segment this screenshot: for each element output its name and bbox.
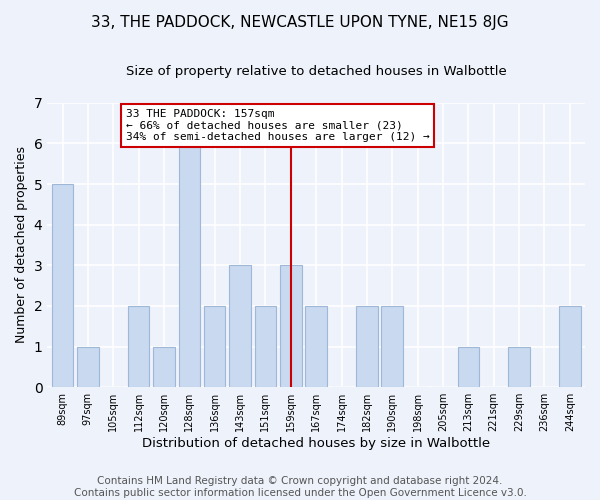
Bar	[254, 306, 276, 387]
Bar	[280, 266, 302, 387]
Bar	[508, 346, 530, 387]
Bar	[229, 266, 251, 387]
Bar	[77, 346, 98, 387]
Bar	[305, 306, 327, 387]
Bar	[458, 346, 479, 387]
Bar	[356, 306, 377, 387]
Bar	[559, 306, 581, 387]
Title: Size of property relative to detached houses in Walbottle: Size of property relative to detached ho…	[126, 65, 506, 78]
Text: Contains HM Land Registry data © Crown copyright and database right 2024.
Contai: Contains HM Land Registry data © Crown c…	[74, 476, 526, 498]
Bar	[52, 184, 73, 387]
Bar	[382, 306, 403, 387]
Text: 33 THE PADDOCK: 157sqm
← 66% of detached houses are smaller (23)
34% of semi-det: 33 THE PADDOCK: 157sqm ← 66% of detached…	[126, 109, 430, 142]
Bar	[179, 144, 200, 387]
Bar	[153, 346, 175, 387]
Y-axis label: Number of detached properties: Number of detached properties	[15, 146, 28, 344]
X-axis label: Distribution of detached houses by size in Walbottle: Distribution of detached houses by size …	[142, 437, 490, 450]
Text: 33, THE PADDOCK, NEWCASTLE UPON TYNE, NE15 8JG: 33, THE PADDOCK, NEWCASTLE UPON TYNE, NE…	[91, 15, 509, 30]
Bar	[204, 306, 226, 387]
Bar	[128, 306, 149, 387]
